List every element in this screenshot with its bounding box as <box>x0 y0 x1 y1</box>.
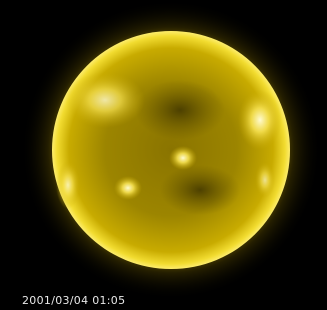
sun-disk <box>52 31 290 269</box>
timestamp: 2001/03/04 01:05 <box>22 294 125 307</box>
coronal-hole <box>135 80 225 140</box>
active-region <box>56 161 80 209</box>
page: {"timestamp": "2001/03/04 01:05"} <box>0 0 327 310</box>
coronal-hole <box>160 165 240 215</box>
active-region <box>169 146 197 170</box>
active-region <box>238 90 282 150</box>
solar-image: 2001/03/04 01:05 <box>0 0 327 310</box>
active-region <box>255 162 275 198</box>
active-region <box>65 72 145 128</box>
active-region <box>114 176 142 200</box>
